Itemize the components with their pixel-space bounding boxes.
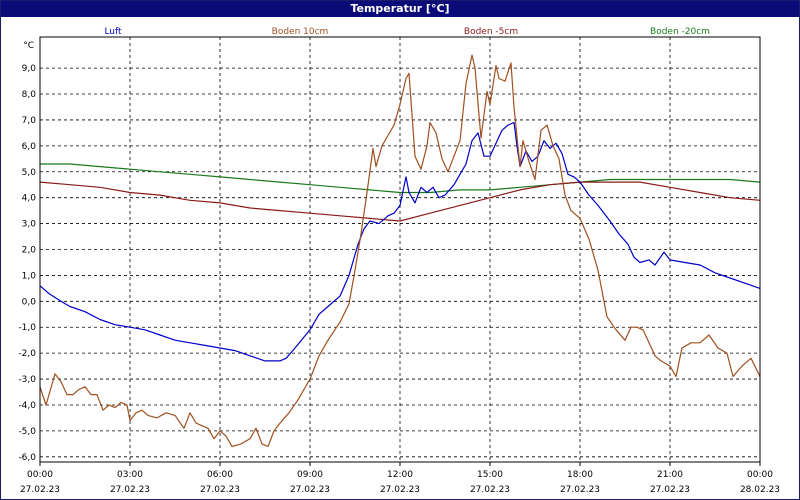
series-line-1 — [39, 54, 761, 448]
y-tick-label: 4,0 — [22, 194, 37, 204]
x-tick-date: 27.02.23 — [560, 485, 600, 495]
y-tick-label: -1,0 — [18, 323, 36, 333]
y-tick-label: -5,0 — [18, 427, 36, 437]
y-tick-label: 3,0 — [22, 220, 37, 230]
x-tick-date: 28.02.23 — [740, 485, 780, 495]
x-tick-time: 03:00 — [117, 470, 143, 480]
legend-entry: Boden -5cm — [464, 27, 518, 37]
x-tick-time: 15:00 — [477, 470, 503, 480]
x-tick-time: 09:00 — [297, 470, 323, 480]
x-tick-date: 27.02.23 — [200, 485, 240, 495]
y-tick-label: 7,0 — [22, 116, 37, 126]
series-layer — [39, 54, 761, 448]
y-tick-label: 0,0 — [22, 297, 37, 307]
x-tick-time: 00:00 — [27, 470, 53, 480]
y-tick-label: 6,0 — [22, 142, 37, 152]
window-title: Temperatur [°C] — [1, 1, 799, 17]
x-tick-date: 27.02.23 — [380, 485, 420, 495]
y-tick-label: -3,0 — [18, 375, 36, 385]
y-tick-label: -4,0 — [18, 401, 36, 411]
y-tick-label: 2,0 — [22, 246, 37, 256]
legend-entry: Boden -20cm — [650, 27, 710, 37]
y-tick-label: -2,0 — [18, 349, 36, 359]
y-axis: 9,0 8,0 7,0 6,0 5,0 4,0 3,0 2,0 1,0 0,0 -1,0 -2,0 -3… — [18, 64, 36, 463]
legend-entry: Luft — [104, 27, 122, 37]
y-tick-label: 5,0 — [22, 168, 37, 178]
x-tick-time: 00:00 — [747, 470, 773, 480]
y-axis-label: °C — [23, 41, 34, 51]
series-line-0 — [39, 121, 761, 362]
grid-lines — [40, 37, 760, 462]
x-tick-date: 27.02.23 — [290, 485, 330, 495]
x-tick-date: 27.02.23 — [470, 485, 510, 495]
legend: Luft Boden 10cm Boden -5cm Boden -20cm — [104, 27, 710, 37]
y-tick-label: -6,0 — [18, 453, 36, 463]
x-tick-time: 18:00 — [567, 470, 593, 480]
y-tick-label: 9,0 — [22, 64, 37, 74]
x-tick-time: 06:00 — [207, 470, 233, 480]
x-tick-time: 21:00 — [657, 470, 683, 480]
x-tick-time: 12:00 — [387, 470, 413, 480]
y-tick-label: 1,0 — [22, 271, 37, 281]
x-tick-date: 27.02.23 — [20, 485, 60, 495]
legend-entry: Boden 10cm — [272, 27, 329, 37]
x-tick-date: 27.02.23 — [650, 485, 690, 495]
x-tick-date: 27.02.23 — [110, 485, 150, 495]
series-line-2 — [39, 181, 761, 222]
series-line-3 — [40, 163, 761, 194]
y-tick-label: 8,0 — [22, 90, 37, 100]
x-axis: 00:00 27.02.23 03:00 27.02.23 06:00 27.02.23 0… — [20, 462, 780, 495]
